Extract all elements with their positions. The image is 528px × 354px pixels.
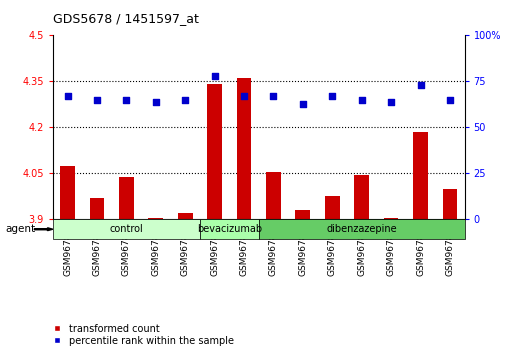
Point bbox=[210, 73, 219, 79]
Text: agent: agent bbox=[5, 224, 35, 234]
Point bbox=[328, 93, 336, 99]
Bar bbox=[207, 85, 222, 219]
Bar bbox=[413, 132, 428, 219]
Bar bbox=[384, 218, 399, 219]
Text: control: control bbox=[109, 224, 143, 234]
Bar bbox=[266, 172, 281, 219]
Point bbox=[446, 97, 454, 103]
Point bbox=[387, 99, 395, 104]
Bar bbox=[325, 196, 340, 219]
Bar bbox=[442, 189, 457, 219]
Bar bbox=[237, 78, 251, 219]
Bar bbox=[90, 198, 105, 219]
Point bbox=[357, 97, 366, 103]
Text: dibenzazepine: dibenzazepine bbox=[326, 224, 397, 234]
Text: GDS5678 / 1451597_at: GDS5678 / 1451597_at bbox=[53, 12, 199, 25]
Legend: transformed count, percentile rank within the sample: transformed count, percentile rank withi… bbox=[47, 324, 234, 346]
Bar bbox=[60, 166, 75, 219]
Point bbox=[93, 97, 101, 103]
Bar bbox=[354, 175, 369, 219]
Point bbox=[240, 93, 248, 99]
Bar bbox=[119, 177, 134, 219]
Text: bevacizumab: bevacizumab bbox=[197, 224, 262, 234]
Point bbox=[181, 97, 190, 103]
Point bbox=[416, 82, 425, 88]
Point bbox=[299, 101, 307, 106]
Point bbox=[152, 99, 160, 104]
Bar bbox=[148, 218, 163, 219]
Point bbox=[269, 93, 278, 99]
Bar bbox=[296, 210, 310, 219]
Point bbox=[63, 93, 72, 99]
Bar bbox=[178, 213, 193, 219]
Point bbox=[122, 97, 130, 103]
